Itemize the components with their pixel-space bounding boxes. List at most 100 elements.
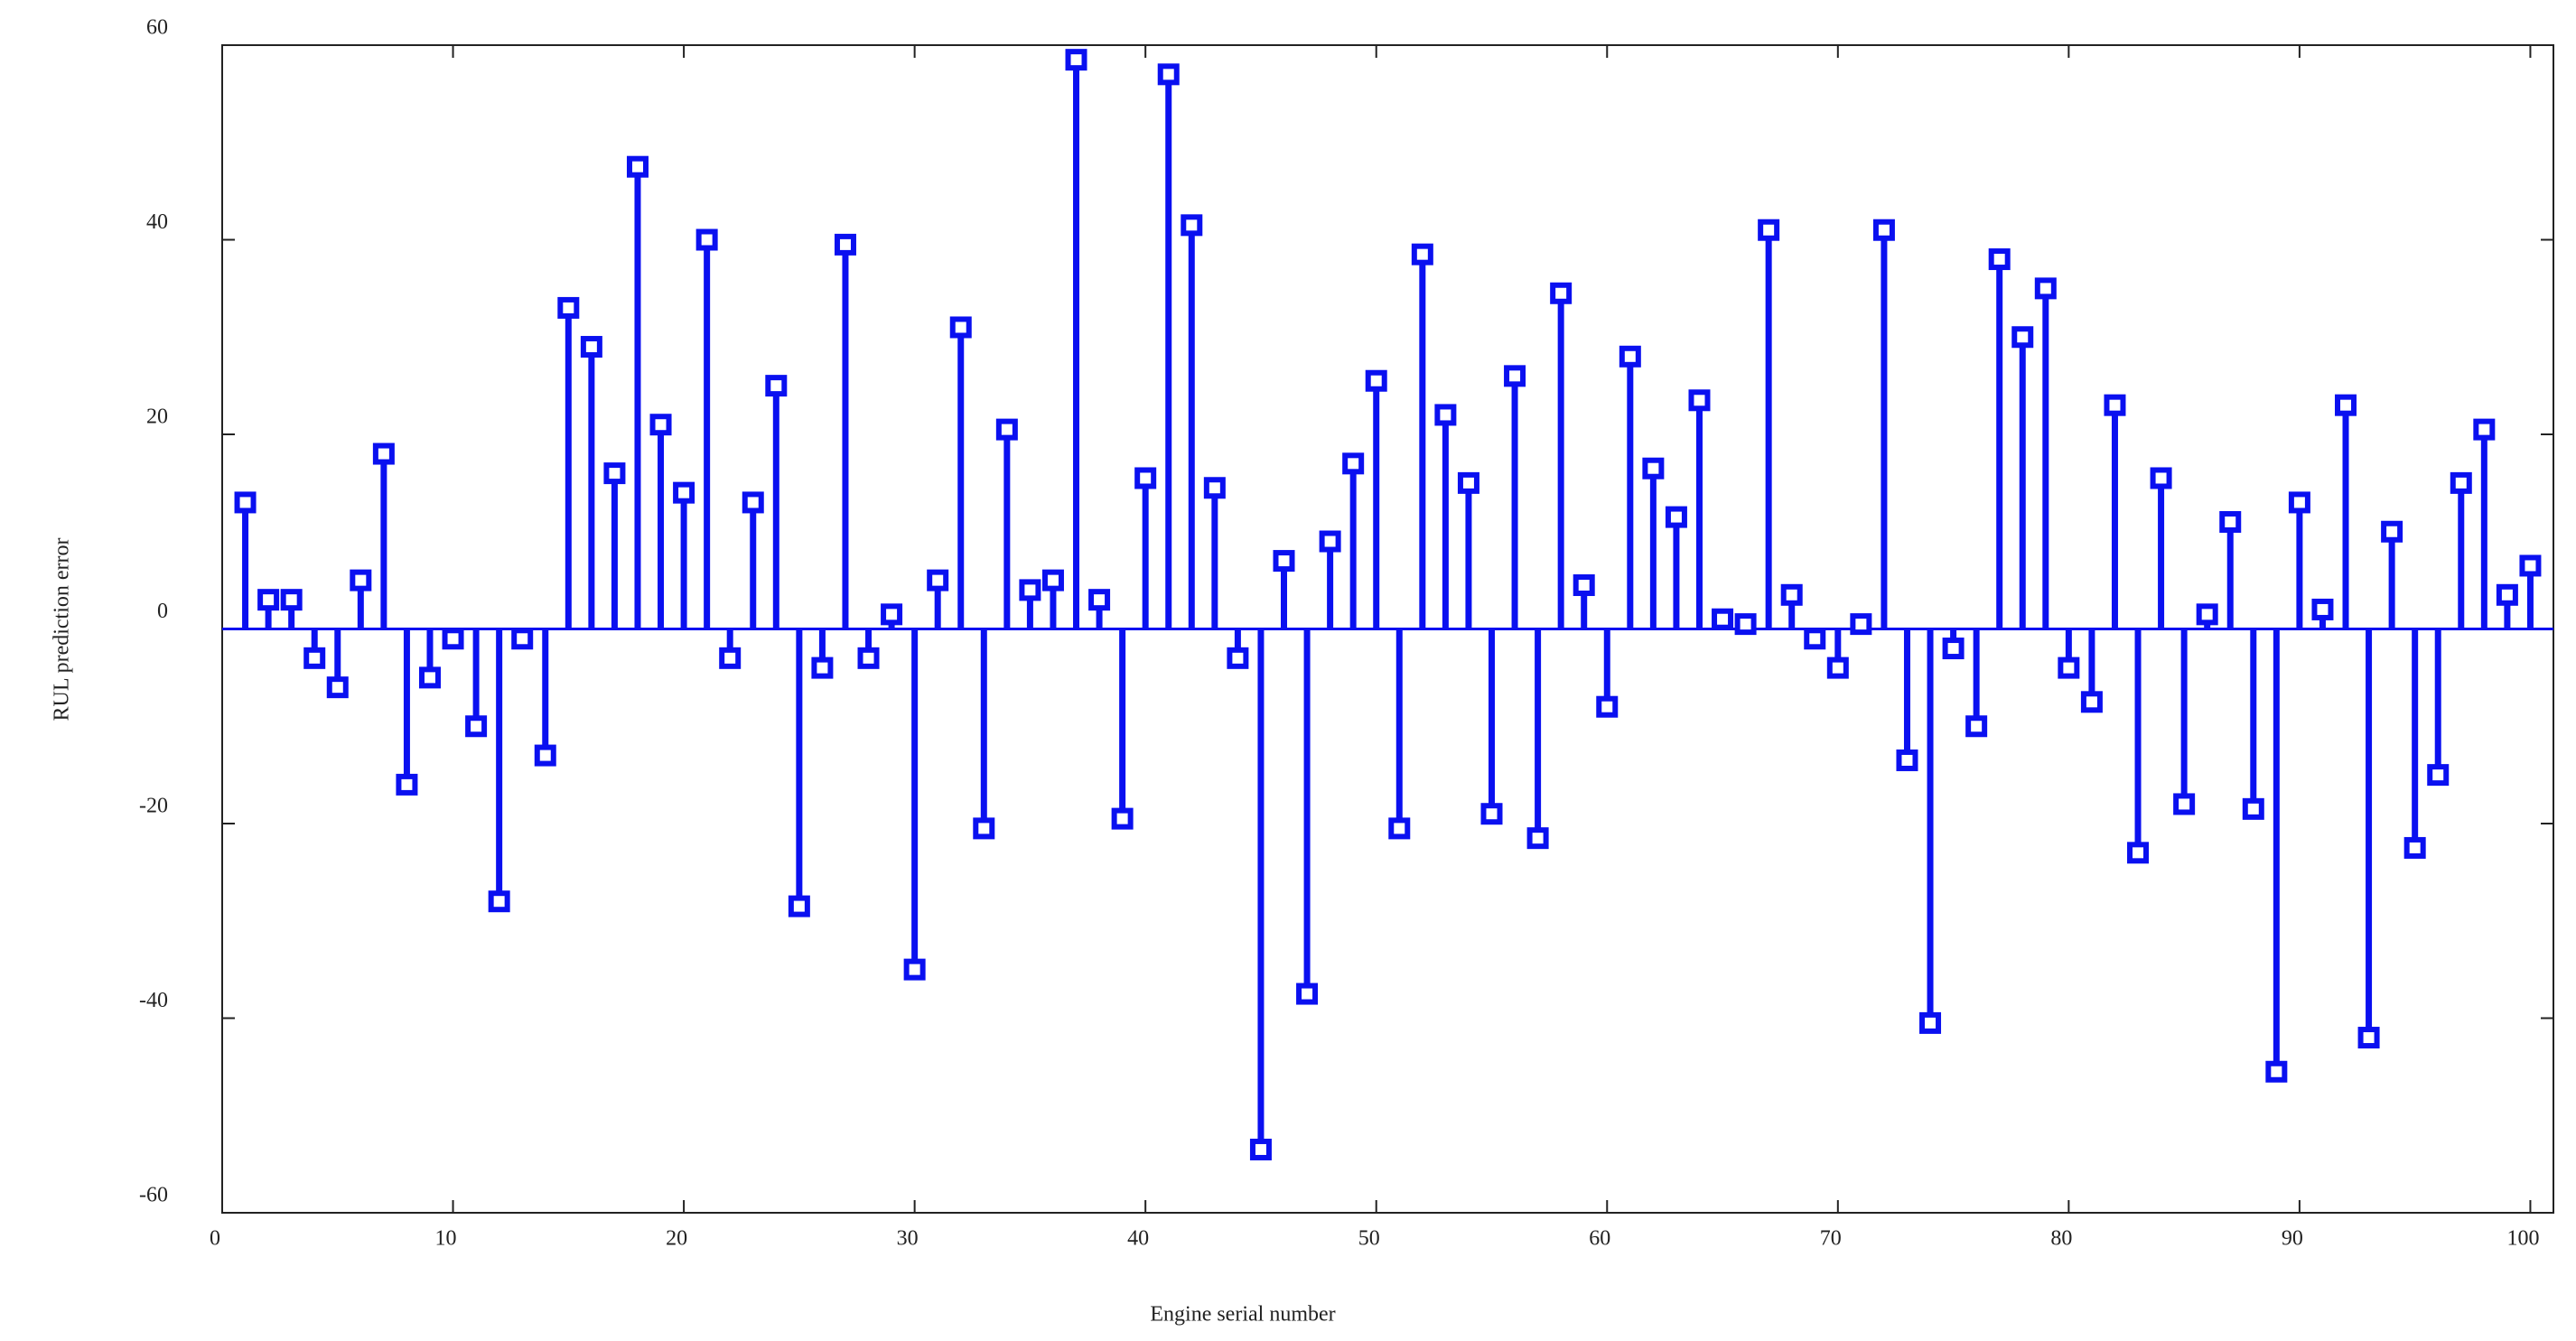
y-tick-label: 60: [146, 16, 168, 40]
marker: [1758, 219, 1780, 241]
marker: [1134, 467, 1157, 489]
marker: [1457, 471, 1479, 494]
marker: [2080, 691, 2103, 713]
marker: [857, 647, 880, 669]
marker: [2427, 764, 2450, 787]
x-tick-label: 80: [2050, 1227, 2072, 1251]
marker: [2450, 471, 2472, 494]
marker: [673, 481, 695, 504]
marker: [326, 676, 349, 699]
marker: [2173, 793, 2196, 815]
marker: [995, 418, 1018, 441]
y-tick-label: 20: [146, 405, 168, 429]
marker: [2127, 842, 2150, 864]
marker: [372, 442, 395, 465]
marker: [1526, 827, 1549, 850]
x-tick-label: 60: [1589, 1227, 1610, 1251]
marker: [1665, 506, 1687, 528]
marker: [2496, 583, 2518, 606]
y-tick-label: -20: [139, 795, 168, 818]
marker: [903, 958, 926, 981]
marker: [1988, 248, 2011, 271]
marker: [350, 569, 372, 591]
x-tick-label: 100: [2506, 1227, 2539, 1251]
marker: [742, 491, 764, 514]
marker: [1826, 657, 1849, 679]
marker: [1504, 365, 1526, 387]
marker: [1227, 647, 1249, 669]
marker: [2473, 418, 2496, 441]
marker: [1319, 530, 1341, 553]
marker: [1965, 715, 1988, 738]
marker: [949, 316, 972, 339]
marker: [1480, 803, 1503, 825]
marker: [973, 817, 995, 840]
marker: [788, 895, 810, 917]
marker: [1088, 589, 1111, 611]
y-tick-label: 40: [146, 210, 168, 234]
marker: [834, 233, 856, 256]
marker: [1619, 345, 1641, 368]
marker: [1203, 477, 1226, 499]
x-tick-label: 40: [1127, 1227, 1149, 1251]
marker: [1065, 49, 1087, 71]
marker: [303, 647, 326, 669]
marker: [534, 744, 556, 767]
marker: [1642, 457, 1665, 480]
marker: [2335, 394, 2357, 416]
y-axis-label: RUL prediction error: [51, 537, 74, 721]
marker: [580, 336, 602, 359]
marker: [2058, 657, 2080, 679]
marker: [2104, 394, 2126, 416]
marker: [1111, 807, 1134, 830]
marker: [2034, 277, 2057, 300]
marker: [927, 569, 949, 591]
x-tick-label: 50: [1358, 1227, 1380, 1251]
marker: [2357, 1027, 2380, 1049]
x-tick-label: 20: [666, 1227, 687, 1251]
marker: [2381, 520, 2403, 543]
marker: [442, 628, 464, 650]
marker: [2219, 510, 2242, 533]
marker: [465, 715, 488, 738]
y-tick-label: -40: [139, 989, 168, 1012]
marker: [234, 491, 257, 514]
marker: [1296, 982, 1319, 1005]
marker: [418, 666, 441, 689]
x-tick-label: 0: [210, 1227, 220, 1251]
marker: [1850, 613, 1872, 636]
marker: [695, 228, 718, 251]
marker: [557, 296, 580, 319]
marker: [2011, 326, 2034, 349]
x-tick-label: 90: [2282, 1227, 2303, 1251]
x-tick-label: 10: [435, 1227, 457, 1251]
marker: [719, 647, 742, 669]
y-tick-label: -60: [139, 1184, 168, 1207]
marker: [2150, 467, 2172, 489]
marker: [1388, 817, 1411, 840]
marker: [396, 773, 418, 796]
marker: [2403, 836, 2426, 859]
marker: [1780, 583, 1803, 606]
marker: [811, 657, 834, 679]
marker: [626, 155, 649, 178]
x-tick-label: 70: [1820, 1227, 1842, 1251]
marker: [1550, 282, 1573, 304]
marker: [1919, 1011, 1942, 1034]
marker: [488, 890, 510, 913]
marker: [1365, 369, 1387, 392]
marker: [1688, 389, 1711, 412]
marker: [1434, 404, 1457, 426]
marker: [881, 603, 903, 626]
marker: [1942, 638, 1965, 660]
marker: [1342, 452, 1365, 475]
marker: [1804, 628, 1826, 650]
marker: [765, 375, 788, 397]
marker: [649, 414, 672, 436]
marker: [1249, 1138, 1272, 1160]
marker: [1157, 63, 1180, 86]
marker: [1596, 695, 1619, 718]
marker: [2265, 1060, 2288, 1083]
x-tick-label: 30: [897, 1227, 919, 1251]
